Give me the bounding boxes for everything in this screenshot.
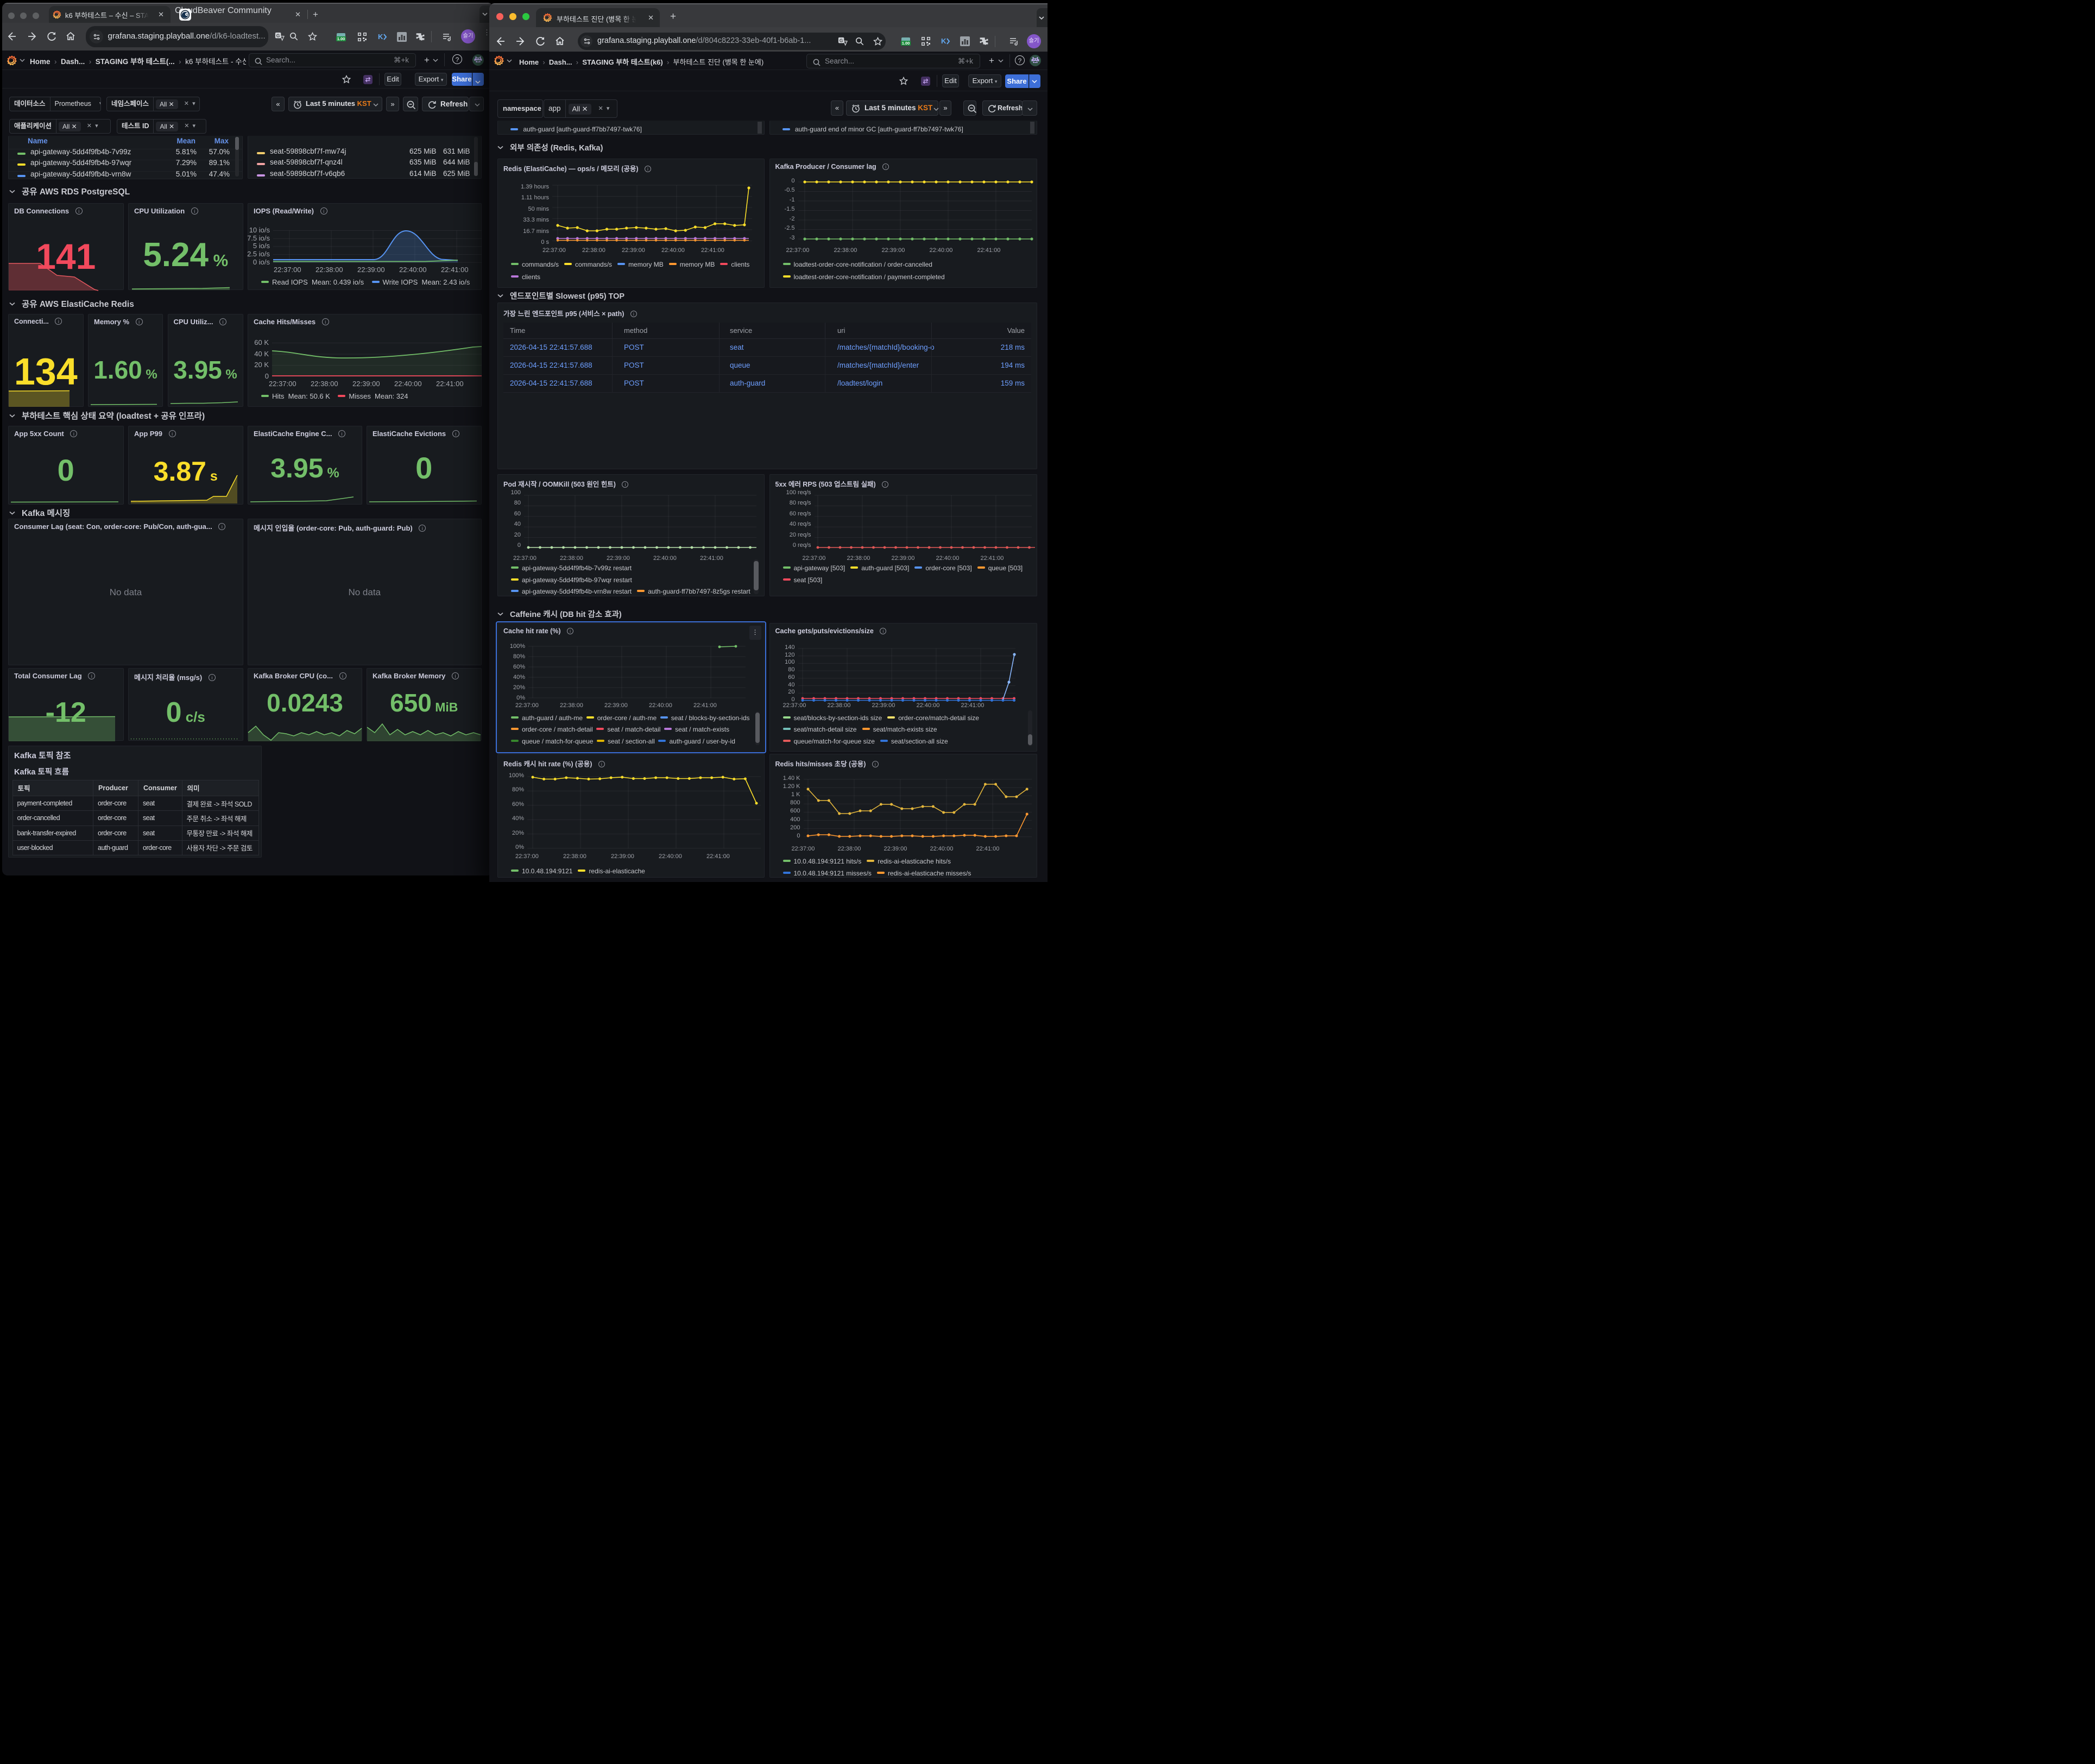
svg-text:G: G (840, 37, 843, 43)
svg-text:K: K (378, 33, 383, 41)
svg-text:G: G (276, 33, 280, 38)
svg-text:K: K (941, 37, 946, 45)
svg-text:1.00: 1.00 (902, 41, 910, 46)
svg-text:1.00: 1.00 (337, 36, 345, 41)
